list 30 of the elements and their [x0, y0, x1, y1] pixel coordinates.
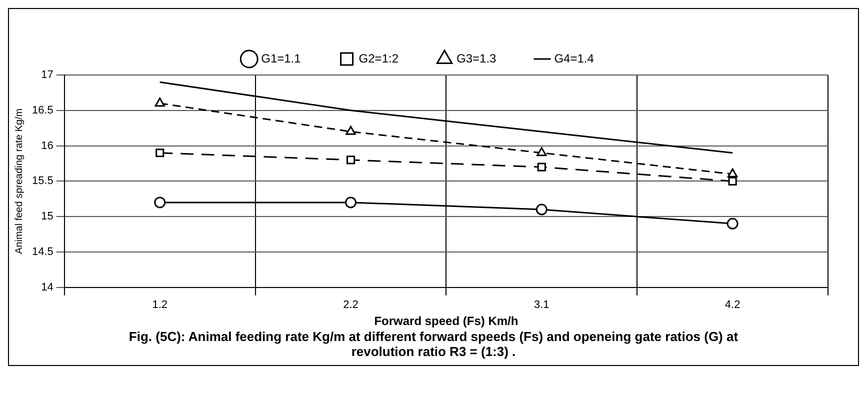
y-tick-label: 15 [41, 210, 54, 223]
point [156, 148, 164, 158]
point [536, 204, 548, 216]
point [727, 168, 738, 178]
point [154, 98, 165, 107]
point [346, 156, 356, 164]
x-tick-label: 1.2 [152, 299, 168, 312]
y-axis-title: Animal feed spreading rate Kg/m [14, 108, 25, 254]
point [537, 162, 546, 172]
legend-label: G1=1.1 [261, 51, 302, 66]
legend-label: G2=1:2 [358, 51, 399, 66]
y-tick-label: 14 [41, 281, 54, 294]
y-tick-label: 14.5 [32, 246, 54, 258]
y-tick-label: 16 [41, 140, 54, 152]
x-tick-label: 2.2 [343, 299, 358, 312]
point [346, 126, 356, 135]
point [536, 147, 547, 156]
point [154, 196, 166, 208]
point [728, 176, 737, 186]
y-tick-label: 17 [41, 69, 54, 82]
x-axis-title: Forward speed (Fs) Km/h [374, 314, 518, 328]
legend-label: G4=1.4 [554, 51, 594, 66]
x-tick-label: 3.1 [534, 299, 550, 312]
y-tick-label: 16.5 [32, 104, 54, 116]
legend-label: G3=1.3 [456, 51, 497, 66]
x-tick-label: 4.2 [724, 299, 740, 312]
point [345, 196, 357, 208]
point [726, 218, 738, 230]
text: Fig. (5C): Animal feeding rate Kg/m at different forward speeds (Fs) and openeing gate ratios (G) at revolution ratio R3 = (1:3) . [128, 329, 740, 361]
y-tick-label: 15.5 [32, 175, 54, 188]
